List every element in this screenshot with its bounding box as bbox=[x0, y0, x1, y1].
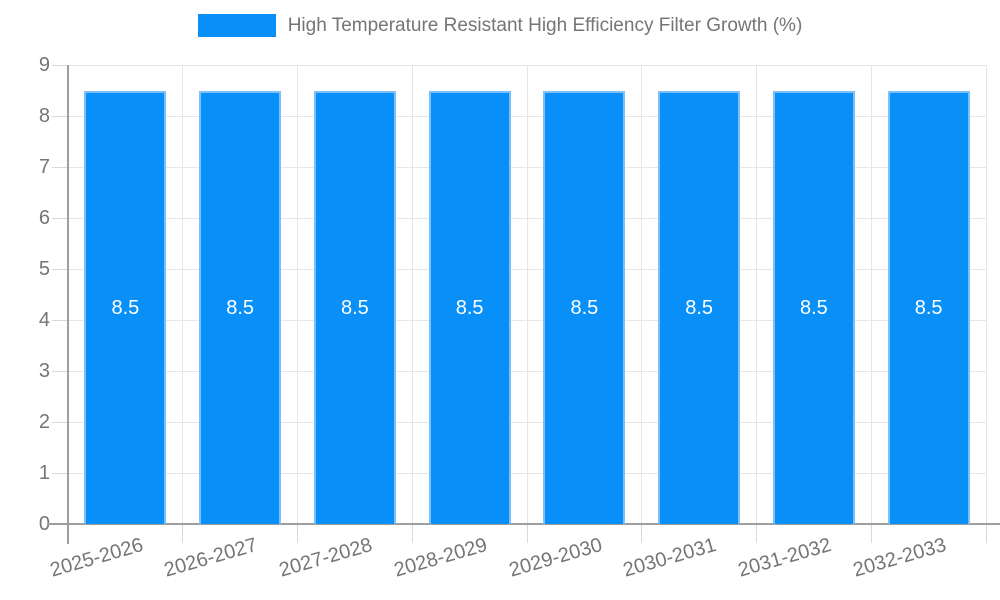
y-tick-label: 2 bbox=[38, 411, 50, 433]
x-axis-label: 2029-2030 bbox=[506, 534, 605, 582]
y-tick-label: 1 bbox=[38, 462, 50, 484]
bar: 8.5 bbox=[313, 90, 396, 524]
y-tick-mark bbox=[52, 64, 68, 66]
x-gridline bbox=[526, 65, 528, 524]
bar-value-label: 8.5 bbox=[111, 296, 140, 319]
bar: 8.5 bbox=[887, 90, 970, 524]
x-axis-label: 2027-2028 bbox=[276, 534, 375, 582]
y-tick-label: 9 bbox=[38, 54, 50, 76]
bar-value-label: 8.5 bbox=[799, 296, 828, 319]
y-tick-label: 6 bbox=[38, 207, 50, 229]
bar-value-label: 8.5 bbox=[914, 296, 943, 319]
y-tick-label: 4 bbox=[38, 309, 50, 331]
y-tick-mark bbox=[52, 421, 68, 423]
y-axis-line bbox=[66, 65, 69, 544]
x-tick-mark bbox=[297, 524, 298, 543]
y-tick-mark bbox=[52, 217, 68, 219]
bar: 8.5 bbox=[199, 90, 282, 524]
x-gridline bbox=[756, 65, 757, 524]
x-gridline bbox=[297, 65, 298, 524]
x-tick-mark bbox=[985, 524, 987, 543]
y-tick-mark bbox=[52, 319, 68, 321]
bar: 8.5 bbox=[543, 90, 626, 524]
x-gridline bbox=[411, 65, 413, 524]
y-tick-mark bbox=[52, 115, 68, 117]
x-gridline bbox=[182, 65, 184, 524]
bar: 8.5 bbox=[772, 90, 855, 524]
x-tick-mark bbox=[870, 524, 872, 543]
x-tick-mark bbox=[182, 524, 184, 543]
y-tick-label: 0 bbox=[38, 513, 50, 535]
y-tick-mark bbox=[52, 370, 68, 372]
x-tick-mark bbox=[411, 524, 413, 543]
x-tick-mark bbox=[526, 524, 528, 543]
y-tick-label: 5 bbox=[38, 258, 50, 280]
bar-value-label: 8.5 bbox=[226, 296, 255, 319]
x-axis-label: 2028-2029 bbox=[391, 534, 490, 582]
y-tick-label: 7 bbox=[38, 156, 50, 178]
y-tick-label: 8 bbox=[38, 105, 50, 127]
y-tick-mark bbox=[52, 268, 68, 270]
y-tick-mark bbox=[52, 166, 68, 168]
x-axis-line bbox=[48, 523, 1000, 525]
legend-label: High Temperature Resistant High Efficien… bbox=[287, 14, 803, 36]
bar-value-label: 8.5 bbox=[340, 296, 369, 319]
x-axis-label: 2025-2026 bbox=[47, 534, 146, 582]
x-gridline bbox=[870, 65, 872, 524]
y-tick-label: 3 bbox=[38, 360, 50, 382]
bar-value-label: 8.5 bbox=[685, 296, 714, 319]
x-axis-label: 2031-2032 bbox=[735, 534, 834, 582]
bar: 8.5 bbox=[428, 90, 511, 524]
x-gridline bbox=[985, 65, 987, 524]
x-tick-mark bbox=[756, 524, 757, 543]
bar-value-label: 8.5 bbox=[570, 296, 599, 319]
y-tick-mark bbox=[52, 472, 68, 474]
legend-swatch[interactable] bbox=[197, 14, 276, 37]
bar: 8.5 bbox=[84, 90, 167, 524]
x-tick-mark bbox=[641, 524, 643, 543]
x-axis-label: 2032-2033 bbox=[850, 534, 949, 582]
x-gridline bbox=[641, 65, 643, 524]
chart-legend: High Temperature Resistant High Efficien… bbox=[0, 14, 1000, 37]
bar-value-label: 8.5 bbox=[455, 296, 484, 319]
bar: 8.5 bbox=[658, 90, 741, 524]
x-axis-label: 2030-2031 bbox=[621, 534, 720, 582]
x-axis-label: 2026-2027 bbox=[162, 534, 261, 582]
